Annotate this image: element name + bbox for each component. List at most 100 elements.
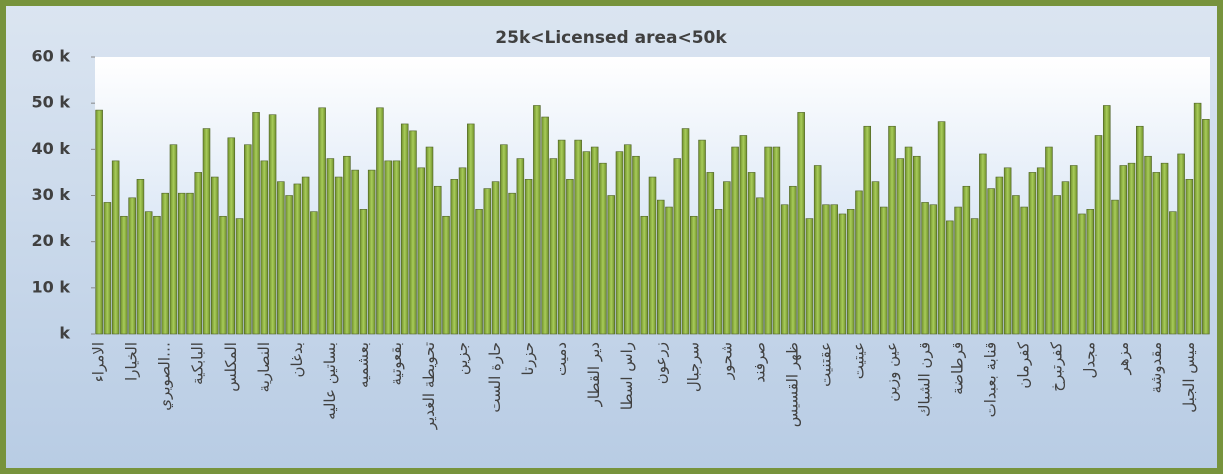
bar [433, 185, 442, 335]
bar [260, 160, 269, 335]
bar [863, 125, 872, 335]
x-tick-label: عقتنيت [816, 342, 834, 387]
bar [1053, 195, 1061, 335]
bar [623, 144, 632, 335]
bar [483, 188, 492, 335]
bar [855, 190, 863, 335]
bar [285, 195, 293, 335]
bar [202, 128, 211, 335]
chart-title: 25k<Licensed area<50k [495, 28, 727, 48]
bar [830, 204, 838, 335]
bar [310, 211, 318, 335]
bar [656, 199, 665, 335]
bar [879, 206, 888, 335]
bar [599, 162, 607, 335]
x-tick-label: الخيارا [123, 342, 141, 381]
bar [1036, 167, 1045, 335]
x-tick-label: كفرمان [1015, 341, 1033, 388]
bar [128, 197, 136, 335]
bar [186, 192, 194, 335]
bar [219, 215, 227, 335]
bar [913, 155, 921, 335]
x-tick-label: بدغان [288, 342, 306, 377]
x-tick-label: دميت [552, 342, 570, 376]
bar [293, 183, 302, 335]
bar [450, 179, 459, 335]
bar [227, 137, 236, 335]
bar [648, 176, 657, 335]
bar [161, 192, 169, 335]
bar [359, 209, 368, 335]
bar [888, 125, 896, 335]
bar [764, 146, 772, 335]
bar [1127, 162, 1136, 335]
y-tick-label: 40 k [32, 139, 71, 158]
x-tick-label: عيتيت [849, 342, 867, 379]
bar [400, 123, 409, 335]
x-tick-label: مزهر [1114, 342, 1132, 376]
x-tick-label: حزرتا [519, 342, 537, 376]
bar [458, 167, 467, 335]
x-tick-label: البابكية [189, 342, 207, 385]
x-tick-label: راس اسطا [618, 342, 636, 410]
bar [962, 185, 971, 335]
x-tick-label: مقدوشة [1147, 342, 1165, 393]
x-tick-label: جزين [453, 342, 471, 375]
x-tick-label: تحويطة الغدير [420, 342, 438, 430]
bar [1111, 199, 1119, 335]
bar [632, 155, 640, 335]
bar [318, 107, 326, 335]
x-tick-label: زرعون [651, 342, 669, 384]
bar [1169, 211, 1177, 335]
bar [409, 130, 417, 335]
bar [1144, 155, 1152, 335]
bar [1078, 213, 1086, 335]
bar [822, 204, 830, 335]
bar [95, 109, 103, 335]
bar [566, 179, 574, 335]
bar [1020, 206, 1028, 335]
bar [1193, 102, 1202, 335]
bar [1045, 146, 1053, 335]
bar [706, 172, 715, 335]
bar [813, 165, 822, 335]
bar [772, 146, 781, 335]
x-tick-label: كفرتبرخ [1048, 341, 1066, 392]
bar [475, 209, 483, 335]
bar [376, 107, 384, 335]
bar [516, 158, 525, 335]
bar [508, 192, 516, 335]
bar [103, 202, 112, 335]
bar [384, 160, 392, 335]
y-tick-label: 10 k [32, 277, 71, 296]
bar [557, 139, 566, 335]
bar [904, 146, 913, 335]
bar [731, 146, 739, 335]
bar [970, 218, 979, 335]
bar [541, 116, 549, 335]
bar [210, 176, 219, 335]
bar [1185, 179, 1194, 335]
bar [921, 202, 929, 335]
bar [954, 206, 962, 335]
bar [929, 204, 938, 335]
bar [871, 181, 880, 335]
y-tick-label: 50 k [32, 93, 71, 112]
bar [549, 158, 558, 335]
bar [681, 128, 690, 335]
bar [987, 188, 995, 335]
bar [524, 179, 533, 335]
bar [739, 135, 748, 335]
x-tick-label: عين وزين [883, 342, 901, 402]
x-tick-label: بقعوتية [387, 342, 405, 386]
bar [1061, 181, 1070, 335]
x-tick-label: الامراء [90, 342, 108, 382]
bar [301, 176, 310, 335]
bar [1202, 119, 1210, 335]
x-tick-label: شحور [717, 342, 735, 380]
x-tick-label: النصارية [255, 342, 273, 392]
x-tick-label: قرن الشباك [916, 342, 934, 417]
bar [120, 215, 128, 335]
bar [607, 195, 615, 335]
